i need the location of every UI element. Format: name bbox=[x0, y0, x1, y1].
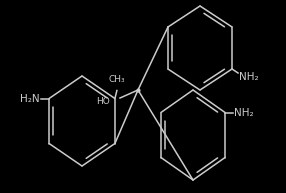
Text: NH₂: NH₂ bbox=[234, 108, 254, 118]
Text: NH₂: NH₂ bbox=[239, 72, 259, 82]
Text: HO: HO bbox=[96, 97, 110, 107]
Text: H₂N: H₂N bbox=[21, 93, 40, 103]
Text: CH₃: CH₃ bbox=[109, 75, 125, 85]
